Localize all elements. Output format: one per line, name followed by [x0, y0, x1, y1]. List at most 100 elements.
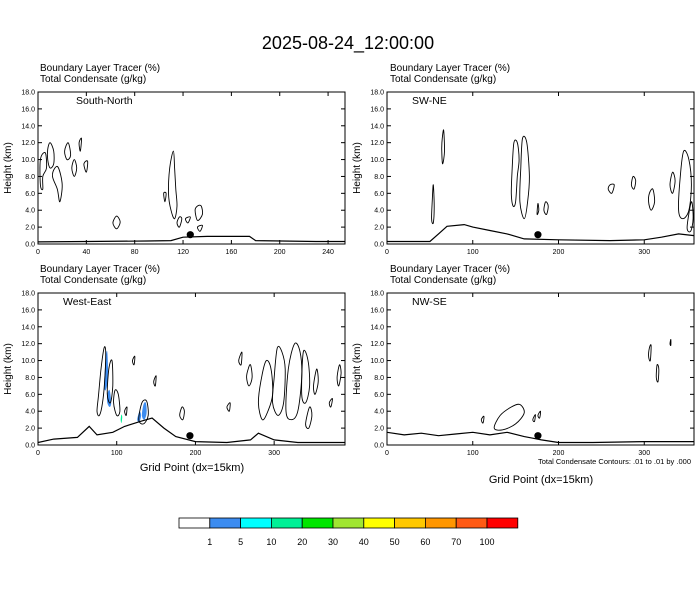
panel-label-condensate: Total Condensate (g/kg): [40, 275, 146, 286]
condensate-contour: [532, 414, 536, 423]
condensate-contour: [112, 215, 121, 230]
condensate-contour: [669, 171, 676, 194]
y-tick-label: 8.0: [25, 174, 35, 181]
x-tick-label: 300: [638, 249, 650, 256]
colorbar-swatch: [332, 517, 365, 529]
colorbar-label: 10: [266, 537, 276, 547]
y-axis-label: Height (km): [3, 142, 14, 194]
x-tick-label: 40: [82, 249, 90, 256]
condensate-contour: [493, 403, 525, 431]
y-tick-label: 18.0: [21, 90, 35, 97]
y-tick-label: 0.0: [25, 443, 35, 450]
condensate-contour: [78, 137, 82, 152]
panel-title: South-North: [76, 95, 133, 107]
condensate-contour: [106, 359, 114, 404]
condensate-contour: [285, 342, 303, 421]
y-tick-label: 4.0: [25, 208, 35, 215]
colorbar-swatch: [394, 517, 426, 529]
x-tick-label: 300: [268, 450, 280, 457]
y-tick-label: 12.0: [370, 140, 384, 147]
condensate-contour: [176, 216, 183, 228]
x-tick-label: 80: [131, 249, 139, 256]
condensate-contour: [537, 410, 542, 419]
condensate-contour: [46, 142, 55, 169]
colorbar-label: 50: [390, 537, 400, 547]
condensate-contour: [153, 375, 157, 387]
y-tick-label: 6.0: [374, 392, 384, 399]
condensate-contour: [301, 349, 311, 404]
y-tick-label: 12.0: [21, 341, 35, 348]
y-tick-label: 18.0: [21, 291, 35, 298]
y-tick-label: 6.0: [374, 191, 384, 198]
y-tick-label: 4.0: [25, 409, 35, 416]
condensate-contour: [138, 399, 149, 425]
terrain-line: [387, 431, 694, 444]
plot-frame: [37, 91, 346, 245]
y-axis-label: Height (km): [3, 343, 14, 395]
colorbar-label: 100: [479, 537, 494, 547]
x-tick-label: 300: [638, 450, 650, 457]
condensate-contour: [71, 159, 78, 177]
y-tick-label: 10.0: [370, 358, 384, 365]
condensate-contour: [179, 406, 185, 421]
condensate-contour: [336, 364, 342, 387]
panel-nw-se: Boundary Layer Tracer (%) Total Condensa…: [352, 264, 695, 457]
condensate-contour: [168, 150, 178, 220]
y-tick-label: 12.0: [21, 140, 35, 147]
condensate-contour: [536, 203, 540, 216]
colorbar-label: 1: [207, 537, 212, 547]
condensate-contour: [185, 216, 191, 224]
y-tick-label: 14.0: [21, 123, 35, 130]
terrain-line: [387, 223, 694, 243]
condensate-contour: [163, 191, 167, 203]
condensate-contour: [124, 406, 128, 416]
y-tick-label: 16.0: [370, 307, 384, 314]
contour-note: Total Condensate Contours: .01 to .01 by…: [538, 457, 691, 466]
x-tick-label: 0: [36, 249, 40, 256]
y-tick-label: 4.0: [374, 409, 384, 416]
condensate-contour: [238, 351, 243, 366]
condensate-contour: [64, 142, 72, 161]
condensate-contour: [226, 402, 231, 412]
panel-label-condensate: Total Condensate (g/kg): [390, 275, 496, 286]
y-tick-label: 10.0: [370, 157, 384, 164]
x-tick-label: 200: [190, 450, 202, 457]
y-tick-label: 18.0: [370, 291, 384, 298]
y-tick-label: 2.0: [374, 426, 384, 433]
figure-title: 2025-08-24_12:00:00: [262, 33, 434, 54]
colorbar-label: 60: [420, 537, 430, 547]
condensate-contour: [519, 135, 530, 220]
x-tick-label: 200: [553, 450, 565, 457]
y-tick-label: 16.0: [21, 307, 35, 314]
colorbar-label: 70: [451, 537, 461, 547]
y-tick-label: 16.0: [21, 106, 35, 113]
y-tick-label: 16.0: [370, 106, 384, 113]
y-tick-label: 10.0: [21, 358, 35, 365]
terrain-line: [38, 417, 345, 444]
x-tick-label: 240: [322, 249, 334, 256]
colorbar-label: 30: [328, 537, 338, 547]
colorbar-label: 5: [238, 537, 243, 547]
condensate-contour: [630, 175, 637, 190]
condensate-contour: [194, 204, 204, 221]
panel-label-tracer: Boundary Layer Tracer (%): [390, 264, 510, 275]
x-tick-label: 100: [467, 249, 479, 256]
colorbar-swatch: [301, 517, 334, 529]
condensate-contour: [441, 129, 445, 165]
x-tick-label: 100: [111, 450, 123, 457]
y-tick-label: 8.0: [374, 375, 384, 382]
colorbar-swatch: [455, 517, 488, 529]
panel-sw-ne: Boundary Layer Tracer (%) Total Condensa…: [352, 63, 695, 256]
panel-title: NW-SE: [412, 296, 447, 308]
x-tick-label: 120: [177, 249, 189, 256]
x-tick-label: 200: [553, 249, 565, 256]
colorbar: 1 5 10 20 30 40 50 60 70 100: [178, 517, 519, 547]
y-tick-label: 14.0: [21, 324, 35, 331]
y-tick-label: 2.0: [25, 225, 35, 232]
colorbar-swatch: [270, 517, 303, 529]
condensate-contour: [51, 165, 63, 203]
x-tick-label: 0: [385, 249, 389, 256]
x-axis-label-left: Grid Point (dx=15km): [140, 462, 244, 474]
condensate-contour: [246, 364, 253, 387]
condensate-contour: [431, 184, 435, 225]
